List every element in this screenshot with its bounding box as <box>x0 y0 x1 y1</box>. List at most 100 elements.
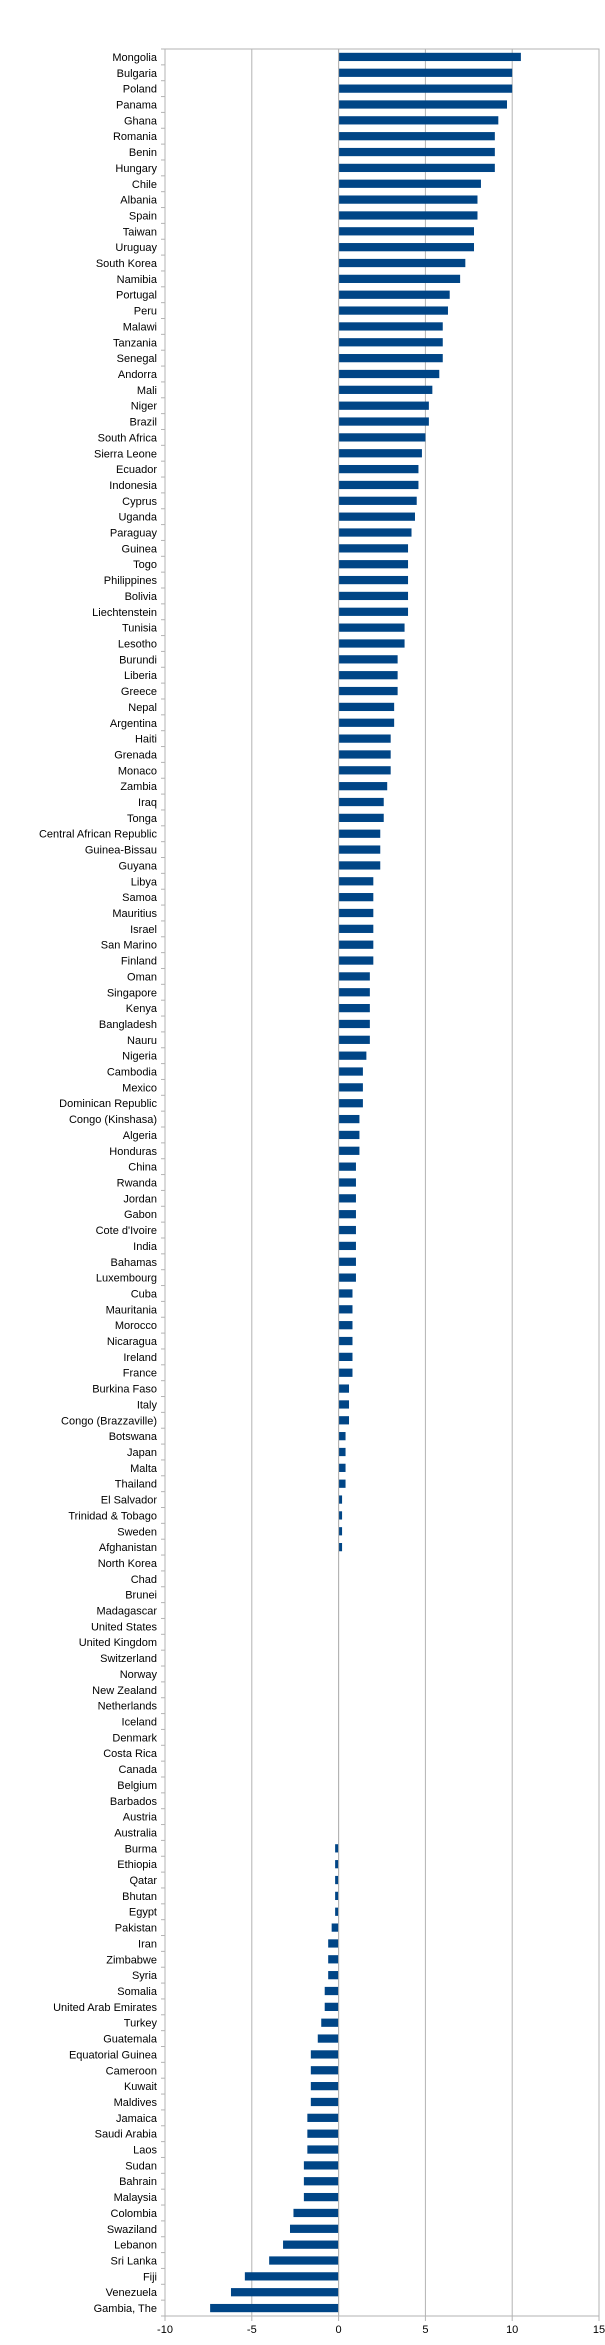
bar <box>338 623 405 632</box>
category-label: Honduras <box>109 1146 157 1158</box>
category-label: Tonga <box>127 813 158 825</box>
category-label: Colombia <box>111 2208 158 2220</box>
category-label: San Marino <box>101 940 157 952</box>
x-tick-label: 10 <box>506 2324 518 2336</box>
category-label: Thailand <box>115 1479 157 1491</box>
bar <box>335 1844 339 1853</box>
category-label: Indonesia <box>109 480 158 492</box>
bar <box>338 940 374 949</box>
category-label: Egypt <box>129 1907 157 1919</box>
category-label: Kuwait <box>124 2081 157 2093</box>
category-label: Cambodia <box>107 1067 158 1079</box>
category-label: Argentina <box>110 718 158 730</box>
bar <box>338 972 370 981</box>
bar <box>338 147 495 157</box>
category-label: Nepal <box>128 702 157 714</box>
category-label: Burma <box>125 1843 158 1855</box>
category-label: Bangladesh <box>99 1019 157 1031</box>
bar <box>338 338 443 347</box>
bar <box>338 750 391 759</box>
bar <box>338 734 391 743</box>
category-label: China <box>128 1162 158 1174</box>
bar <box>338 782 388 791</box>
category-label: Gabon <box>124 1209 157 1221</box>
category-label: Jamaica <box>116 2113 158 2125</box>
x-tick-label: -5 <box>247 2324 257 2336</box>
bar <box>338 560 409 569</box>
bar <box>210 2303 339 2313</box>
category-label: Maldives <box>114 2097 158 2109</box>
category-label: Guinea <box>122 543 158 555</box>
category-label: India <box>133 1241 158 1253</box>
bar <box>338 68 513 77</box>
bar <box>310 2097 339 2107</box>
bar <box>338 702 395 712</box>
category-label: Switzerland <box>100 1653 157 1665</box>
bar <box>338 877 374 886</box>
bar <box>338 290 450 299</box>
bar <box>338 211 478 220</box>
bar <box>338 1146 360 1155</box>
category-label: Mauritania <box>106 1304 158 1316</box>
bar <box>338 686 398 696</box>
bar <box>338 512 415 521</box>
bar <box>324 2002 339 2011</box>
category-label: Venezuela <box>106 2287 158 2299</box>
bar <box>338 797 384 807</box>
bar <box>321 2018 339 2027</box>
category-label: Ethiopia <box>117 1859 158 1871</box>
category-label: Hungary <box>115 163 157 175</box>
category-label: Benin <box>129 147 157 159</box>
axes <box>161 48 600 2321</box>
category-label: Ecuador <box>116 464 157 476</box>
bar <box>338 1305 353 1314</box>
category-label: United Arab Emirates <box>53 2002 157 2014</box>
bar <box>338 1257 356 1266</box>
category-label: Peru <box>134 306 157 318</box>
bars <box>210 52 521 2313</box>
bar <box>338 988 370 997</box>
bar <box>338 1336 353 1346</box>
category-label: Pakistan <box>115 1923 157 1935</box>
bar <box>338 322 443 331</box>
bar <box>338 1432 346 1441</box>
bar <box>338 1543 343 1552</box>
bar <box>338 544 409 553</box>
category-label: Costa Rica <box>103 1748 158 1760</box>
category-label: Panama <box>116 99 158 111</box>
category-label: Andorra <box>118 369 158 381</box>
x-tick-label: -10 <box>157 2324 173 2336</box>
category-label: Romania <box>113 131 158 143</box>
bar <box>338 306 448 315</box>
category-label: Brazil <box>129 417 157 429</box>
category-label: Nauru <box>127 1035 157 1047</box>
bar <box>335 1860 339 1869</box>
category-label: Lesotho <box>118 638 157 650</box>
x-tick-label: 0 <box>336 2324 342 2336</box>
x-tick-label: 15 <box>593 2324 605 2336</box>
category-label: Bolivia <box>125 591 158 603</box>
bar <box>338 845 381 854</box>
category-label: Taiwan <box>123 226 157 238</box>
category-label: Qatar <box>129 1875 157 1887</box>
bar <box>338 829 381 838</box>
category-label: Nigeria <box>122 1051 158 1063</box>
x-tick-label: 5 <box>422 2324 428 2336</box>
bar <box>338 908 374 918</box>
category-label: Mongolia <box>112 52 158 64</box>
category-label: Sudan <box>125 2160 157 2172</box>
category-label: Belgium <box>117 1780 157 1792</box>
bar <box>338 1225 356 1235</box>
category-label: Haiti <box>135 734 157 746</box>
category-label: Ireland <box>123 1352 157 1364</box>
category-label: Kenya <box>126 1003 158 1015</box>
category-label: Afghanistan <box>99 1542 157 1554</box>
category-label: Central African Republic <box>39 829 158 841</box>
category-label: Liberia <box>124 670 158 682</box>
category-label: Barbados <box>110 1796 158 1808</box>
category-label: Grenada <box>114 749 158 761</box>
bar <box>338 655 398 664</box>
category-label: Guyana <box>118 860 157 872</box>
